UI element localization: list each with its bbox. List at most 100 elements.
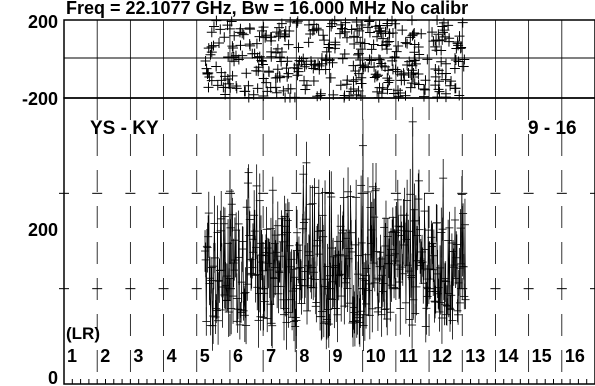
phase-point [363, 62, 374, 73]
phase-point [315, 90, 326, 101]
phase-point [262, 86, 273, 97]
phase-point [382, 73, 393, 84]
phase-point [409, 27, 420, 38]
phase-point [241, 68, 252, 79]
phase-point [364, 15, 375, 26]
phase-point [256, 25, 267, 36]
phase-point [203, 67, 214, 78]
channel-label: 11 [399, 346, 418, 366]
phase-point [206, 27, 217, 38]
phase-point [321, 55, 332, 66]
phase-point [356, 19, 367, 30]
phase-point [408, 29, 419, 40]
phase-point [340, 17, 351, 28]
phase-point [351, 17, 362, 28]
phase-point [206, 47, 217, 58]
phase-point [238, 29, 249, 40]
phase-point [409, 55, 420, 66]
phase-point [354, 25, 365, 36]
phase-point [459, 54, 470, 65]
phase-point [378, 33, 389, 44]
phase-point [402, 59, 413, 70]
phase-point [276, 18, 287, 29]
phase-point [406, 15, 417, 26]
phase-point [418, 84, 429, 95]
phase-point [434, 86, 445, 97]
phase-point [270, 82, 281, 93]
phase-point [292, 70, 303, 81]
phase-point [325, 72, 336, 83]
phase-point [433, 29, 444, 40]
phase-point [362, 22, 373, 33]
phase-point [355, 55, 366, 66]
phase-point [405, 82, 416, 93]
phase-point [393, 41, 404, 52]
phase-point [270, 72, 281, 83]
phase-point [292, 18, 303, 29]
phase-point [366, 55, 377, 66]
phase-point [376, 60, 387, 71]
phase-point [304, 19, 315, 30]
phase-point [284, 26, 295, 37]
phase-point [420, 84, 431, 95]
phase-point [383, 77, 394, 88]
phase-point [359, 38, 370, 49]
phase-point [278, 85, 289, 96]
phase-point [452, 37, 463, 48]
phase-point [258, 59, 269, 70]
phase-point [239, 86, 250, 97]
phase-point [301, 80, 312, 91]
phase-point [309, 24, 320, 35]
phase-point [403, 67, 414, 78]
phase-point [355, 90, 366, 101]
amplitude-series [201, 107, 470, 353]
phase-point [407, 60, 418, 71]
phase-point [413, 68, 424, 79]
channel-range-label: 9 - 16 [528, 118, 577, 139]
phase-point [266, 46, 277, 57]
phase-point [382, 18, 393, 29]
chart-title: Freq = 22.1077 GHz, Bw = 16.000 MHz No c… [66, 0, 468, 18]
phase-point [285, 16, 296, 27]
phase-point [211, 61, 222, 72]
phase-point [220, 71, 231, 82]
amplitude-panel: 200 0 YS - KY 9 - 16 (LR) 1 2 3 4 5 6 7 8 9 10 11 1… [28, 97, 595, 386]
channel-label: 13 [465, 346, 485, 366]
channel-label: 3 [133, 346, 143, 366]
phase-point [323, 42, 334, 53]
phase-point [252, 83, 263, 94]
phase-point [420, 75, 431, 86]
phase-point [205, 49, 216, 60]
phase-point [227, 43, 238, 54]
phase-point [329, 15, 340, 26]
amplitude-tick-0: 0 [48, 368, 58, 386]
channel-label: 10 [366, 346, 386, 366]
phase-point [351, 74, 362, 85]
phase-points [200, 15, 470, 103]
phase-point [289, 62, 300, 73]
phase-point [450, 53, 461, 64]
phase-point [337, 53, 348, 64]
phase-point [319, 35, 330, 46]
channel-labels: 1 2 3 4 5 6 7 8 9 10 11 12 13 14 15 16 [67, 346, 585, 366]
phase-point [454, 90, 465, 101]
phase-point [443, 20, 454, 31]
phase-point [337, 23, 348, 34]
phase-point [352, 23, 363, 34]
phase-tick-top: 200 [28, 12, 58, 32]
phase-point [409, 78, 420, 89]
channel-label: 4 [167, 346, 177, 366]
phase-point [244, 39, 255, 50]
phase-point [211, 15, 222, 26]
channel-label: 7 [266, 346, 276, 366]
phase-point [283, 39, 294, 50]
phase-point [316, 58, 327, 69]
phase-point [432, 15, 443, 26]
channel-label: 2 [100, 346, 110, 366]
phase-point [348, 84, 359, 95]
phase-point [314, 64, 325, 75]
phase-point [440, 31, 451, 42]
phase-point [353, 48, 364, 59]
phase-point [450, 55, 461, 66]
phase-point [258, 73, 269, 84]
